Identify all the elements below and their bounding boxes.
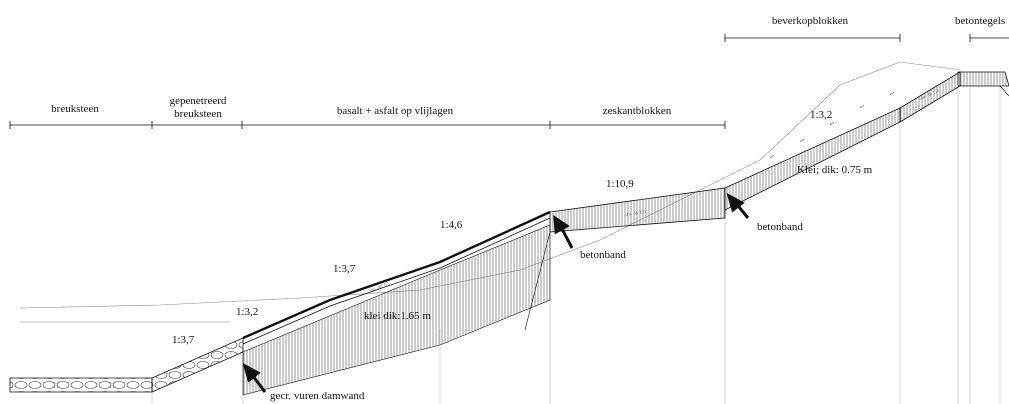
klei-body-lower	[242, 224, 551, 396]
klei-lower-label: klei dik:1.65 m	[364, 310, 431, 322]
slope-label-1: 1:3,7	[172, 334, 195, 346]
beverkopblokken-layer	[724, 107, 901, 211]
klei-upper-label: Klei; dik: 0.75 m	[797, 164, 873, 176]
betontegels-crest	[957, 71, 1009, 87]
original-profile-line	[19, 61, 961, 309]
betonband-label-2: betonband	[757, 221, 803, 233]
slope-label-2: 1:3,2	[236, 306, 258, 318]
betonband-label-1: betonband	[580, 249, 626, 261]
basalt-asfalt-revetment	[242, 210, 551, 340]
zone-label-basalt: basalt + asfalt op vlijlagen	[337, 105, 454, 117]
gepenetreerd-breuksteen-layer	[151, 337, 244, 393]
zone-label-gepenetreerd-1: gepenetreerd	[170, 95, 227, 107]
slope-label-5: 1:10,9	[606, 178, 634, 190]
zone-label-zeskant: zeskantblokken	[603, 105, 672, 117]
zone-label-gepenetreerd-2: breuksteen	[174, 108, 222, 120]
arrows	[242, 192, 750, 393]
zeskantblokken-layer	[549, 187, 726, 233]
zone-dimension-lines	[9, 34, 1009, 129]
svg-text:sta. dk 1/5: sta. dk 1/5	[624, 209, 646, 217]
slope-label-4: 1:4,6	[440, 219, 463, 231]
zone-label-betontegels: betontegels	[955, 15, 1005, 27]
breuksteen-toe	[9, 377, 153, 393]
slope-label-3: 1:3,7	[333, 263, 356, 275]
damwand-label: gecr. vuren damwand	[270, 390, 365, 402]
upper-slope-marks	[769, 91, 895, 159]
reference-verticals	[151, 85, 1001, 404]
zone-label-breuksteen: breuksteen	[51, 103, 99, 115]
slope-label-6: 1:3,2	[810, 109, 832, 121]
zone-label-beverkop: beverkopblokken	[772, 15, 849, 27]
